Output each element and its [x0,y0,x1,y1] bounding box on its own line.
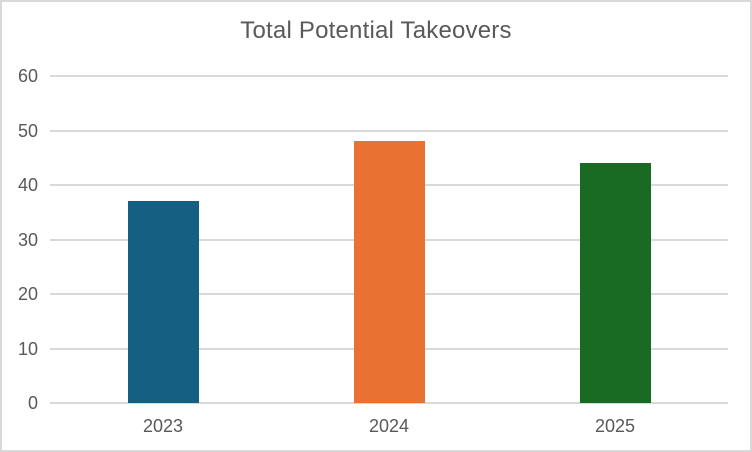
bar-2024 [353,141,425,403]
y-axis-tick-label: 60 [17,66,38,86]
gridline-y-60 [50,75,728,77]
y-axis-tick-label: 20 [17,284,38,304]
x-axis-tick-label: 2023 [142,416,184,436]
y-axis-tick-label: 50 [17,120,38,141]
y-axis-tick-label: 10 [17,338,38,359]
bar-2025 [579,163,651,403]
x-axis-tick-label: 2025 [594,416,636,436]
y-axis-tick-label: 40 [17,175,38,195]
x-axis-tick-label: 2024 [368,416,410,436]
y-axis-tick-label: 30 [17,229,38,250]
gridline-y-50 [50,129,728,132]
y-axis-tick-label: 0 [27,393,38,413]
bar-2023 [127,201,199,403]
gridline-y-0 [50,402,728,404]
chart-title: Total Potential Takeovers [240,17,512,44]
